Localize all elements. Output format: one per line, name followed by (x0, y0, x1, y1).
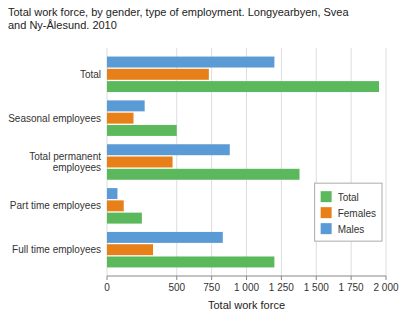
x-tick (246, 276, 247, 280)
x-tick-label: 0 (104, 282, 110, 293)
bar (107, 244, 153, 255)
x-tick-label: 1 750 (339, 282, 364, 293)
bar (107, 100, 145, 111)
bar (107, 113, 134, 124)
legend-swatch (321, 207, 332, 218)
grid-line (386, 48, 387, 276)
bar (107, 144, 230, 155)
bar (107, 57, 274, 68)
bar (107, 188, 117, 199)
x-tick (176, 276, 177, 280)
chart-title: Total work force, by gender, type of emp… (8, 6, 349, 31)
chart: Total work force, by gender, type of emp… (0, 0, 400, 320)
y-tick-label: Full time employees (12, 244, 101, 255)
x-tick (107, 276, 108, 280)
bar (107, 200, 124, 211)
bar (107, 69, 209, 80)
y-tick-label: Total (80, 69, 101, 80)
legend: Total Females Males (315, 183, 382, 241)
x-tick (281, 276, 282, 280)
x-tick-label: 2 000 (373, 282, 398, 293)
bar (107, 232, 223, 243)
x-axis-line (107, 276, 386, 277)
y-tick-label: Total permanentemployees (29, 151, 101, 173)
x-tick-label: 1 000 (234, 282, 259, 293)
x-tick (351, 276, 352, 280)
x-tick-label: 750 (203, 282, 220, 293)
legend-label: Females (338, 208, 376, 219)
legend-swatch (321, 223, 332, 234)
x-tick-label: 1 250 (269, 282, 294, 293)
grid (107, 48, 386, 276)
legend-label: Males (338, 224, 365, 235)
y-tick-label: Part time employees (10, 200, 101, 211)
x-tick (316, 276, 317, 280)
x-tick (211, 276, 212, 280)
bar (107, 81, 379, 92)
x-axis: 0 500 750 1 000 1 250 1 500 1 750 2 000 (104, 276, 399, 293)
bar (107, 256, 274, 267)
x-tick-label: 500 (168, 282, 185, 293)
bar (107, 169, 300, 180)
bar (107, 157, 173, 168)
x-tick-label: 1 500 (304, 282, 329, 293)
legend-box (315, 183, 382, 241)
x-axis-label: Total work force (208, 299, 285, 311)
legend-swatch (321, 191, 332, 202)
bar (107, 125, 177, 136)
y-axis-labels: Full time employees Part time employees To… (8, 69, 101, 255)
y-tick-label: Seasonal employees (8, 113, 101, 124)
x-tick (386, 276, 387, 280)
bar (107, 213, 142, 224)
legend-label: Total (338, 192, 359, 203)
